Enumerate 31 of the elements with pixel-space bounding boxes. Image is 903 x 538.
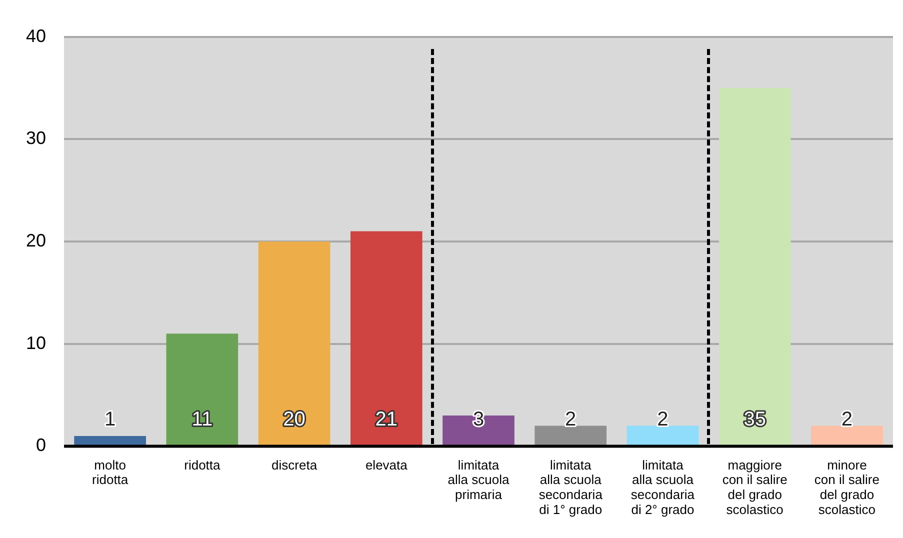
x-tick-label: limitata alla scuola secondaria di 1° grado [538,457,604,518]
y-tick-label: 40 [26,26,46,46]
data-label: 2 [657,408,668,431]
data-label: 2 [565,408,576,431]
bar [166,334,238,446]
bar [534,426,607,446]
data-label: 35 [744,408,766,431]
bar [258,242,330,446]
x-tick-label: minore con il salire del grado scolastico [814,457,880,518]
bar [74,436,146,446]
bar [718,88,791,446]
y-tick-label: 0 [36,435,46,456]
bar [626,426,699,446]
data-label: 3 [472,408,484,431]
data-label: 20 [283,408,306,431]
x-tick-label: ridotta [184,457,222,472]
x-tick-label: limitata alla scuola secondaria di 2° grado [630,457,696,518]
data-label: 21 [375,408,398,431]
data-label: 11 [192,408,213,431]
bar [350,231,422,446]
y-tick-label: 20 [26,230,46,250]
y-tick-label: 10 [26,332,46,353]
x-tick-label: discreta [272,457,318,472]
data-label: 1 [104,408,116,431]
bar [811,426,883,446]
x-tick-label: elevata [365,457,408,472]
x-tick-label: limitata alla scuola primaria [448,457,510,502]
y-tick-label: 30 [26,128,46,148]
data-label: 2 [841,408,853,431]
x-tick-label: maggiore con il salire del grado scolastico [722,457,788,518]
x-tick-label: molto ridotta [92,457,129,488]
